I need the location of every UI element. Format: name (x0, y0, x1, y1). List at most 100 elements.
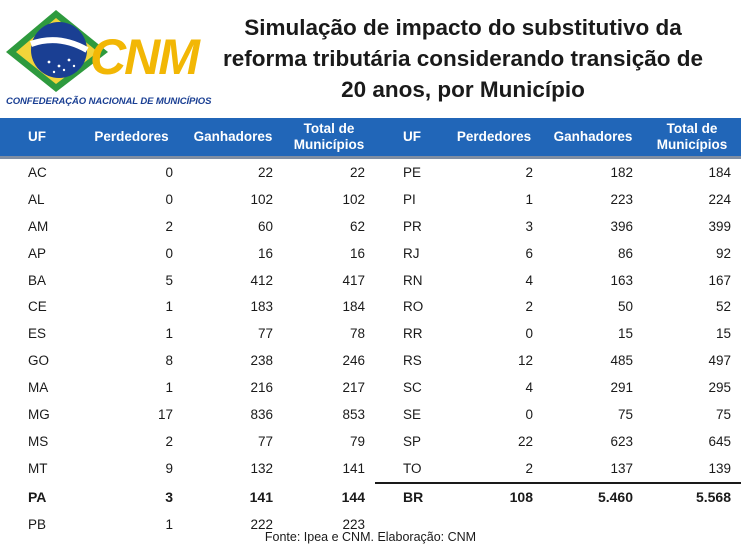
cell-uf: PA (28, 488, 47, 505)
cell-ganhadores-right: 50 (617, 299, 633, 315)
col-header-total-line1: Total de (303, 121, 355, 136)
cell-uf: BA (28, 272, 47, 288)
cell-ganhadores-right: 86 (617, 245, 633, 261)
cell-perdedores: 0 (165, 191, 173, 207)
cell-uf: MG (28, 406, 50, 422)
cell-ganhadores-right: 623 (610, 433, 633, 449)
cell-uf-right: RS (403, 353, 422, 369)
cell-total: 141 (342, 461, 365, 477)
cell-total: 853 (342, 406, 365, 422)
col-header-total-right-line1: Total de (666, 121, 718, 136)
cell-perdedores: 17 (157, 406, 173, 422)
title-line-1: Simulação de impacto do substitutivo da (244, 15, 682, 40)
cell-ganhadores-right: 15 (617, 326, 633, 342)
col-header-total-right-line2: Municípios (656, 137, 728, 152)
cell-total-right: 645 (708, 433, 731, 449)
cell-uf-right: PE (403, 164, 422, 180)
col-header-perdedores-right: Perdedores (445, 118, 543, 159)
cell-total: 217 (342, 380, 365, 396)
total-cell-perdedores: 108 (445, 481, 543, 511)
logo-wordmark: CNM (90, 29, 200, 85)
cell-uf-right: RR (403, 326, 423, 342)
cell-ganhadores: 22 (257, 164, 273, 180)
cell-uf-right: SC (403, 380, 422, 396)
cell-ganhadores-right: 485 (610, 353, 633, 369)
cell-total-right: 75 (715, 406, 731, 422)
cell-total-right: 167 (708, 272, 731, 288)
cell-total-right: 399 (708, 218, 731, 234)
total-cell-total: 5.568 (643, 481, 741, 511)
total-cell-ganhadores: 5.460 (543, 481, 643, 511)
cell-total-right: 92 (715, 245, 731, 261)
cell-total: 184 (342, 299, 365, 315)
page-title: Simulação de impacto do substitutivo da … (190, 12, 736, 105)
cell-perdedores: 2 (165, 218, 173, 234)
cell-uf-right: TO (403, 460, 422, 476)
cell-ganhadores-right: 223 (610, 191, 633, 207)
table-body: AC 0 22 22 PE 2 182 184 AL 0 102 102 PI 1 223 224 AM 2 60 6… (0, 158, 741, 538)
cell-total-right: 224 (708, 191, 731, 207)
table-row: MG 17 836 853 SE 0 75 75 (0, 401, 741, 428)
col-header-total-right: Total de Municípios (643, 118, 741, 159)
cell-uf: AL (28, 191, 45, 207)
col-header-total-line2: Municípios (293, 137, 365, 152)
cell-perdedores: 1 (165, 380, 173, 396)
cell-uf: MS (28, 433, 49, 449)
cell-perdedores-right: 2 (525, 164, 533, 180)
municipios-table: UF Perdedores Ganhadores Total de Municíp… (0, 118, 741, 537)
cnm-logo: CNM CONFEDERAÇÃO NACIONAL DE MUNICÍPIOS (4, 4, 211, 112)
table-row: BA 5 412 417 RN 4 163 167 (0, 267, 741, 294)
cell-perdedores: 3 (165, 488, 173, 505)
col-header-total: Total de Municípios (283, 118, 375, 159)
cell-total: 16 (349, 245, 365, 261)
title-line-2: reforma tributária considerando transiçã… (222, 46, 704, 71)
cell-perdedores-right: 1 (525, 191, 533, 207)
cell-total-right: 184 (708, 164, 731, 180)
cell-ganhadores-right: 75 (617, 406, 633, 422)
cell-perdedores: 0 (165, 164, 173, 180)
brazil-flag-emblem-icon (6, 10, 108, 92)
cell-uf: AP (28, 245, 47, 261)
cell-uf: GO (28, 353, 50, 369)
cell-ganhadores: 60 (257, 218, 273, 234)
table-row: AP 0 16 16 RJ 6 86 92 (0, 240, 741, 267)
col-header-perdedores: Perdedores (80, 118, 183, 159)
title-line-3: 20 anos, por Município (341, 77, 585, 102)
cell-uf-right: PI (403, 191, 416, 207)
table-row: AL 0 102 102 PI 1 223 224 (0, 186, 741, 213)
cell-perdedores-right: 2 (525, 460, 533, 476)
cell-uf: ES (28, 326, 47, 342)
cell-perdedores-right: 4 (525, 272, 533, 288)
logo-subtitle: CONFEDERAÇÃO NACIONAL DE MUNICÍPIOS (6, 96, 212, 107)
cell-ganhadores: 141 (249, 488, 273, 505)
cell-perdedores-right: 6 (525, 245, 533, 261)
cell-total: 144 (341, 488, 365, 505)
cell-uf: MT (28, 461, 48, 477)
total-cell-uf: BR (375, 481, 445, 511)
cell-perdedores: 2 (165, 433, 173, 449)
table-row: MA 1 216 217 SC 4 291 295 (0, 374, 741, 401)
cell-total: 79 (349, 433, 365, 449)
cell-uf: CE (28, 299, 47, 315)
cell-perdedores-right: 22 (517, 433, 533, 449)
cell-uf: AC (28, 164, 47, 180)
cell-uf-right: PR (403, 218, 422, 234)
table-row: GO 8 238 246 RS 12 485 497 (0, 347, 741, 374)
table-header-row: UF Perdedores Ganhadores Total de Municíp… (0, 118, 741, 159)
table-row: MS 2 77 79 SP 22 623 645 (0, 428, 741, 455)
table-row: AM 2 60 62 PR 3 396 399 (0, 213, 741, 240)
cell-total: 78 (349, 326, 365, 342)
cell-ganhadores-right: 182 (610, 164, 633, 180)
cell-ganhadores: 132 (250, 461, 273, 477)
cell-total: 417 (342, 272, 365, 288)
cell-perdedores: 1 (165, 299, 173, 315)
cell-perdedores-right: 3 (525, 218, 533, 234)
source-footer: Fonte: Ipea e CNM. Elaboração: CNM (264, 530, 477, 544)
cell-total-right: 15 (715, 326, 731, 342)
cell-total-right: 139 (708, 460, 731, 476)
col-header-uf: UF (0, 118, 80, 159)
table-row: AC 0 22 22 PE 2 182 184 (0, 158, 741, 186)
cell-ganhadores: 77 (257, 326, 273, 342)
cell-uf-right: SP (403, 433, 422, 449)
cell-uf-right: RN (403, 272, 423, 288)
